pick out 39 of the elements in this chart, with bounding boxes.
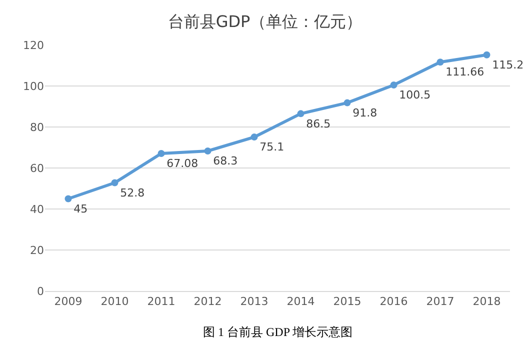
point (436, 58, 444, 66)
point (111, 179, 118, 186)
x-tick-label: 2015 (333, 295, 362, 308)
data-label: 68.3 (213, 154, 238, 168)
x-tick-label: 2014 (286, 295, 315, 308)
data-label: 75.1 (260, 140, 284, 154)
y-tick-label: 0 (37, 284, 44, 298)
x-tick-label: 2012 (194, 295, 222, 308)
point (204, 147, 212, 154)
data-label: 111.66 (446, 66, 484, 79)
chart-title: 台前县GDP（单位：亿元） (168, 12, 362, 31)
y-tick-label: 80 (30, 120, 44, 134)
x-tick-label: 2016 (380, 295, 408, 308)
x-tick-label: 2013 (240, 295, 268, 308)
point (158, 150, 165, 157)
data-label: 45 (74, 202, 88, 216)
point (390, 81, 398, 88)
x-tick-label: 2011 (147, 295, 176, 308)
y-tick-label: 20 (30, 244, 44, 257)
y-tick-label: 120 (23, 38, 44, 52)
caption: 图 1 台前县 GDP 增长示意图 (203, 325, 353, 339)
data-label: 100.5 (399, 88, 431, 102)
data-label: 91.8 (352, 106, 378, 120)
y-tick-label: 60 (30, 162, 44, 175)
x-tick-label: 2009 (54, 295, 82, 308)
x-tick-label: 2010 (100, 295, 129, 308)
point (297, 110, 304, 118)
y-tick-label: 40 (30, 202, 44, 216)
y-tick-label: 100 (23, 80, 44, 93)
x-tick-label: 2018 (472, 295, 501, 308)
point (64, 195, 72, 202)
data-label: 86.5 (306, 117, 331, 130)
data-label: 67.08 (166, 157, 198, 170)
point (483, 51, 490, 58)
x-tick-label: 2017 (426, 295, 454, 308)
data-label: 52.8 (120, 186, 145, 200)
point (344, 99, 351, 106)
point (250, 134, 258, 141)
data-label: 115.2 (492, 58, 524, 72)
